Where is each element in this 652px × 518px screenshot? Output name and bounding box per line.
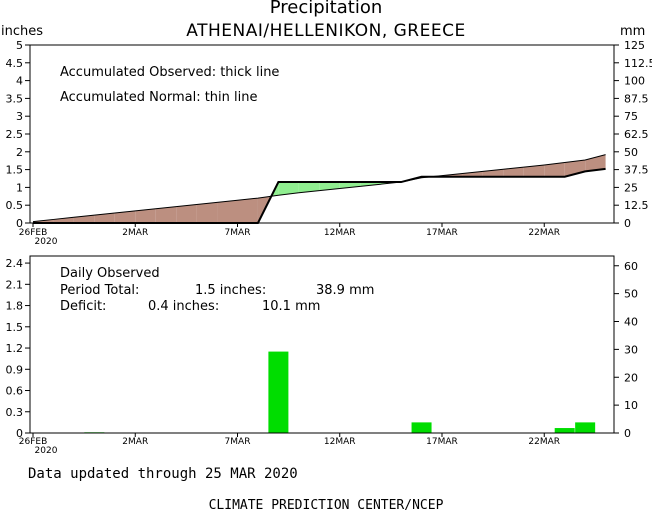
x-tick-label: 22MAR [528,228,560,238]
x-tick-label: 17MAR [426,228,458,238]
x-tick-label: 22MAR [528,437,560,447]
daily-bar [554,428,575,433]
y-tick-label: 3.5 [6,92,24,105]
y2-tick-label: 10 [624,399,638,412]
deficit-label: Deficit: [60,299,106,314]
deficit-inches: 0.4 inches: [148,299,219,314]
surplus-fill [360,182,381,187]
x-tick-label: 2MAR [122,437,148,447]
y-tick-label: 1.2 [6,342,24,355]
deficit-fill [196,202,218,223]
data-updated-note: Data updated through 25 MAR 2020 [28,466,298,482]
accumulated-panel: 0 00.5 12.51 251.5 37.52 502.5 62.53 753.5 87.54… [6,39,652,247]
chart-subtitle: ATHENAI/HELLENIKON, GREECE [186,21,466,41]
y-tick-label: 5 [16,39,23,52]
surplus-fill [319,182,340,191]
deficit-fill [217,200,238,223]
y-tick-label: 0.3 [6,406,24,419]
x-tick-label: 12MAR [324,228,356,238]
y-tick-label: 2.4 [6,257,24,270]
y2-tick-label: 0 [624,217,631,230]
y2-tick-label: 112.5 [624,57,652,70]
legend-normal: Accumulated Normal: thin line [60,90,258,105]
y2-tick-label: 37.5 [624,164,649,177]
y-tick-label: 0 [16,217,23,230]
y2-tick-label: 50 [624,146,638,159]
deficit-fill [237,198,258,223]
y-tick-label: 0.5 [6,199,24,212]
y-tick-label: 2.1 [6,278,24,291]
deficit-fill [544,162,565,177]
y-tick-label: 2.5 [6,128,24,141]
y2-tick-label: 100 [624,75,645,88]
y-tick-label: 1.5 [6,321,24,334]
y-tick-label: 4.5 [6,57,24,70]
normal-accumulation-line [32,154,606,223]
deficit-fill [503,167,524,177]
y-tick-label: 4 [16,75,23,88]
y2-tick-label: 0 [624,427,631,440]
credit-line: CLIMATE PREDICTION CENTER/NCEP [208,498,444,513]
daily-plot-frame [29,255,615,434]
period-total-inches: 1.5 inches: [195,283,266,298]
daily-observed-label: Daily Observed [60,266,160,281]
y2-tick-label: 20 [624,371,638,384]
y-tick-label: 1.5 [6,164,24,177]
daily-axes: 0 0.3 0.6 0.9 1.2 1.5 1.8 2.1 2.4 0 10 20 30 40 50 60 26… [6,255,638,456]
y2-tick-label: 125 [624,39,645,52]
y-tick-label: 3 [16,110,23,123]
y-tick-label: 0 [16,427,23,440]
left-unit-label: inches [1,24,44,39]
deficit-fill [114,210,136,223]
x-tick-label: 2MAR [122,228,148,238]
daily-bar [575,422,596,433]
right-unit-label: mm [620,24,646,39]
deficit-fill [462,171,483,177]
daily-bar [268,351,289,433]
x-tick-label: 12MAR [324,437,356,447]
daily-panel: 0 0.3 0.6 0.9 1.2 1.5 1.8 2.1 2.4 0 10 20 30 40 50 60 26… [6,255,638,456]
deficit-fill [176,204,197,223]
y2-tick-label: 50 [624,288,638,301]
x-tick-year: 2020 [35,446,58,456]
chart-title: Precipitation [269,0,383,18]
y2-tick-label: 40 [624,316,638,329]
deficit-fill [135,208,156,223]
period-total-label: Period Total: [60,283,139,298]
deficit-mm: 10.1 mm [262,299,320,314]
period-total-mm: 38.9 mm [316,283,374,298]
x-tick-label: 26FEB [19,437,48,447]
accumulated-axes: 0 00.5 12.51 251.5 37.52 502.5 62.53 753.5 87.54… [6,39,652,247]
y-tick-label: 1.8 [6,300,24,313]
x-tick-label: 17MAR [426,437,458,447]
y-tick-label: 2 [16,146,23,159]
daily-bars-layer [84,351,596,433]
y2-tick-label: 12.5 [624,199,649,212]
x-tick-label: 7MAR [225,228,251,238]
y2-tick-label: 87.5 [624,92,649,105]
y-tick-label: 1 [16,181,23,194]
y2-tick-label: 62.5 [624,128,649,141]
y2-tick-label: 75 [624,110,638,123]
x-tick-label: 26FEB [19,228,48,238]
y-tick-label: 0.9 [6,363,24,376]
y2-tick-label: 60 [624,260,638,273]
surplus-fill [298,182,320,193]
daily-bar [411,422,432,433]
surplus-fill [278,182,299,196]
x-tick-year: 2020 [35,237,58,247]
deficit-fill [94,213,115,223]
x-tick-label: 7MAR [225,437,251,447]
y-tick-label: 0.6 [6,385,24,398]
legend-observed: Accumulated Observed: thick line [60,65,279,80]
y2-tick-label: 25 [624,181,638,194]
deficit-fill [155,206,177,223]
deficit-fill [523,164,545,177]
deficit-fill [53,217,74,223]
y2-tick-label: 30 [624,343,638,356]
